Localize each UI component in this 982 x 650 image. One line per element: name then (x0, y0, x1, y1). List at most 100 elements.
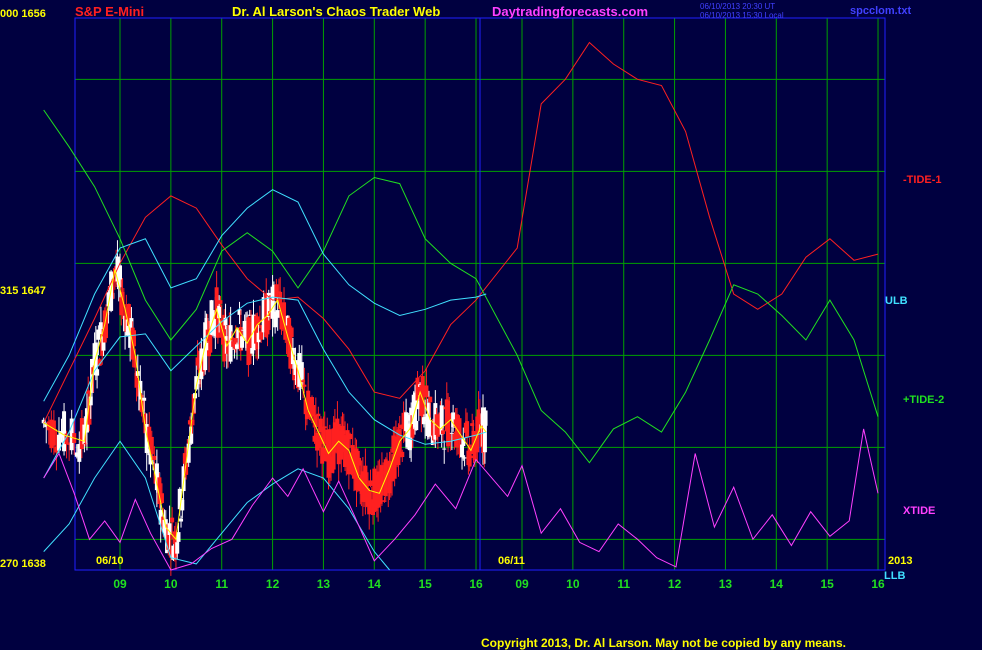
series-llb (43, 440, 390, 571)
price-bar (482, 419, 487, 453)
series-ulb (43, 189, 487, 402)
price-bar (278, 291, 283, 310)
price-bar (241, 329, 246, 331)
price-bar (229, 338, 234, 340)
price-bar (233, 337, 238, 350)
price-bars (41, 240, 488, 576)
price-bar (439, 405, 444, 435)
price-bar (357, 457, 362, 466)
instrument-title: S&P E-Mini (75, 4, 145, 19)
price-bar (64, 433, 69, 445)
price-bar (98, 322, 103, 337)
price-bar (88, 396, 93, 406)
price-bar (461, 437, 466, 447)
price-bar (237, 309, 242, 315)
price-bar (435, 427, 440, 437)
price-bar (274, 284, 279, 299)
price-bar (234, 344, 239, 349)
price-bar (179, 518, 184, 522)
price-bar (457, 418, 462, 440)
x-tick-day1-16: 16 (469, 577, 483, 591)
price-bar (452, 433, 457, 441)
price-bar (426, 403, 431, 438)
price-bar (303, 399, 308, 415)
price-bar (182, 453, 187, 464)
price-bar (424, 385, 429, 398)
price-bar (414, 420, 419, 431)
copyright-notice: Copyright 2013, Dr. Al Larson. May not b… (481, 636, 846, 650)
price-bar (171, 545, 176, 560)
price-bar (317, 436, 322, 448)
price-bar (67, 443, 72, 445)
price-bar (318, 418, 323, 433)
price-bar (467, 444, 472, 467)
price-bar (437, 417, 442, 431)
price-bar (302, 384, 307, 387)
price-bar (451, 412, 456, 428)
price-bar (416, 400, 421, 410)
price-bar (372, 468, 377, 503)
price-bar (382, 500, 387, 502)
file-name: spcclom.txt (850, 5, 912, 17)
price-bar (293, 360, 298, 375)
price-bar (247, 314, 252, 316)
price-bar (226, 340, 231, 354)
price-bar (166, 524, 171, 550)
series-mid (43, 296, 487, 479)
price-bar (454, 414, 459, 448)
x-tick-day1-13: 13 (317, 577, 331, 591)
price-bar (195, 357, 200, 366)
price-bar (442, 448, 447, 450)
price-bar (196, 380, 201, 385)
price-bar (167, 523, 172, 535)
series-lines (43, 41, 879, 571)
price-bar (340, 425, 345, 453)
price-bar (77, 443, 82, 462)
price-bar (345, 430, 350, 451)
price-bar (284, 332, 289, 337)
timestamp-ut: 06/10/2013 20:30 UT (700, 2, 776, 11)
price-bar (236, 329, 241, 339)
legend-xtide: XTIDE (903, 505, 936, 517)
price-bar (190, 419, 195, 426)
price-bar (176, 532, 181, 542)
price-bar (399, 425, 404, 429)
price-bar (184, 464, 189, 475)
price-bar (401, 412, 406, 430)
price-bar (397, 429, 402, 458)
x-tick-day2-12: 12 (668, 577, 682, 591)
price-bar (279, 310, 284, 330)
price-bar (273, 311, 278, 328)
price-bar (145, 448, 150, 453)
price-bar (468, 455, 473, 459)
price-bar (446, 400, 451, 447)
price-bar (44, 424, 49, 428)
price-bar (41, 419, 46, 424)
price-bar (381, 471, 386, 475)
price-bar (175, 542, 180, 554)
price-bar (428, 396, 433, 403)
price-bar (149, 436, 154, 455)
year-label: 2013 (888, 555, 913, 567)
price-bar (313, 415, 318, 428)
price-bar (83, 442, 88, 445)
price-bar (376, 471, 381, 508)
price-bar (309, 397, 314, 412)
price-bar (385, 461, 390, 467)
price-bar (215, 303, 220, 338)
price-bar (265, 319, 270, 335)
price-bar (101, 336, 106, 351)
price-bar (346, 454, 351, 475)
price-bar (119, 297, 124, 316)
price-bar (368, 480, 373, 486)
price-bar (125, 319, 130, 336)
price-bar (271, 284, 276, 298)
price-bar (465, 421, 470, 438)
price-bar (157, 477, 162, 505)
price-bar (74, 452, 79, 457)
price-bar (344, 444, 349, 466)
legend-tide1: -TIDE-1 (903, 174, 942, 186)
price-bar (180, 499, 185, 511)
price-bar (228, 325, 233, 362)
